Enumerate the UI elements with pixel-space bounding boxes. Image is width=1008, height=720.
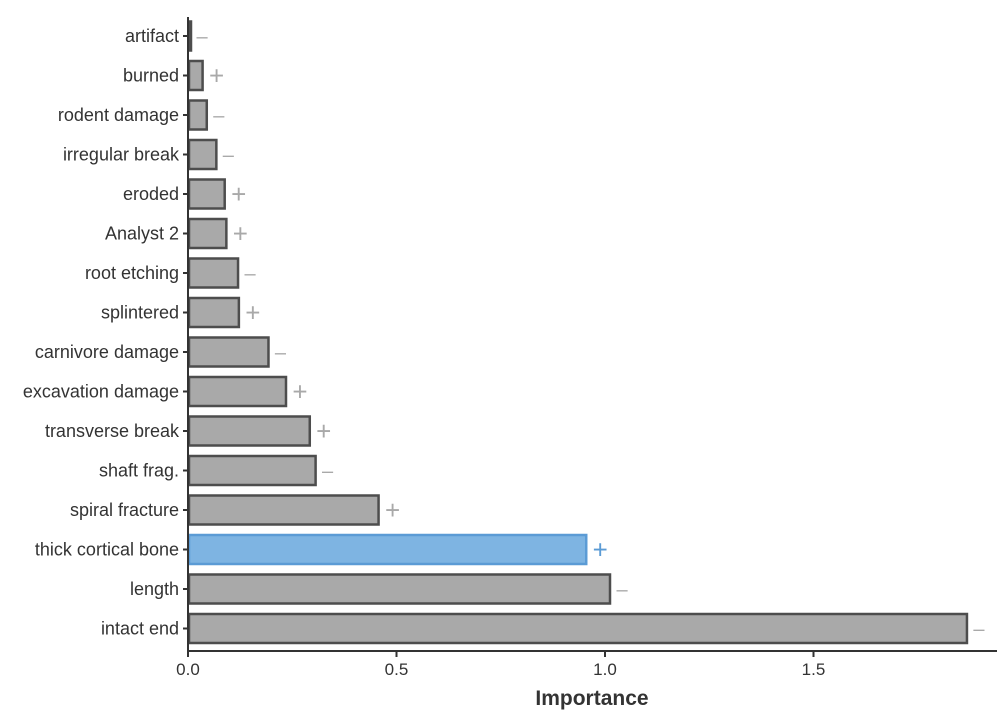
category-label: spiral fracture bbox=[70, 500, 179, 520]
bar-shaft-frag bbox=[187, 454, 317, 487]
negative-sign: – bbox=[322, 461, 334, 483]
category-label: Analyst 2 bbox=[105, 224, 179, 244]
bar-thick-cortical-bone bbox=[187, 533, 588, 566]
x-tick-label: 1.5 bbox=[802, 660, 826, 679]
bar-transverse-break bbox=[187, 415, 312, 447]
positive-sign: + bbox=[593, 535, 608, 565]
bar-rodent-damage bbox=[187, 99, 209, 131]
bar-carnivore-damage bbox=[187, 336, 270, 368]
category-label: burned bbox=[123, 66, 179, 86]
negative-sign: – bbox=[244, 263, 256, 285]
negative-sign: – bbox=[275, 342, 287, 364]
bar-root-etching bbox=[187, 257, 240, 289]
category-label: irregular break bbox=[63, 145, 180, 165]
x-axis-ticks: 0.0 0.5 1.0 1.5 bbox=[176, 651, 825, 679]
x-tick-label: 0.5 bbox=[385, 660, 409, 679]
bar-spiral-fracture bbox=[187, 494, 380, 526]
category-label: length bbox=[130, 579, 179, 599]
bar-intact-end bbox=[187, 612, 969, 645]
bar-burned bbox=[187, 59, 204, 92]
bar-artifact bbox=[187, 20, 193, 52]
x-tick-label: 0.0 bbox=[176, 660, 200, 679]
positive-sign: + bbox=[245, 298, 260, 328]
category-label: eroded bbox=[123, 184, 179, 204]
category-label: transverse break bbox=[45, 421, 180, 441]
signs-layer: –+––++–+–++–++–– bbox=[197, 26, 986, 641]
bar-length bbox=[187, 573, 612, 605]
category-label: root etching bbox=[85, 263, 179, 283]
x-axis-title: Importance bbox=[535, 687, 648, 710]
category-label: thick cortical bone bbox=[35, 540, 179, 560]
positive-sign: + bbox=[316, 416, 331, 446]
bar-analyst-2 bbox=[187, 217, 228, 250]
negative-sign: – bbox=[223, 145, 235, 167]
category-label: shaft frag. bbox=[99, 461, 179, 481]
category-label: artifact bbox=[125, 26, 179, 46]
category-label: excavation damage bbox=[23, 382, 179, 402]
negative-sign: – bbox=[213, 105, 225, 127]
positive-sign: + bbox=[209, 61, 224, 91]
positive-sign: + bbox=[231, 179, 246, 209]
bar-eroded bbox=[187, 178, 226, 210]
category-label: carnivore damage bbox=[35, 342, 179, 362]
x-tick-label: 1.0 bbox=[593, 660, 617, 679]
category-label: splintered bbox=[101, 303, 179, 323]
category-label: rodent damage bbox=[58, 105, 179, 125]
bar-irregular-break bbox=[187, 138, 218, 171]
negative-sign: – bbox=[616, 579, 628, 601]
negative-sign: – bbox=[973, 619, 985, 641]
category-label: intact end bbox=[101, 619, 179, 639]
bar-splintered bbox=[187, 296, 241, 329]
category-labels: artifact burned rodent damage irregular bre… bbox=[23, 26, 188, 639]
bars-layer bbox=[187, 20, 969, 645]
positive-sign: + bbox=[233, 219, 248, 249]
bar-excavation-damage bbox=[187, 375, 288, 408]
negative-sign: – bbox=[197, 26, 209, 48]
positive-sign: + bbox=[292, 377, 307, 407]
positive-sign: + bbox=[385, 495, 400, 525]
